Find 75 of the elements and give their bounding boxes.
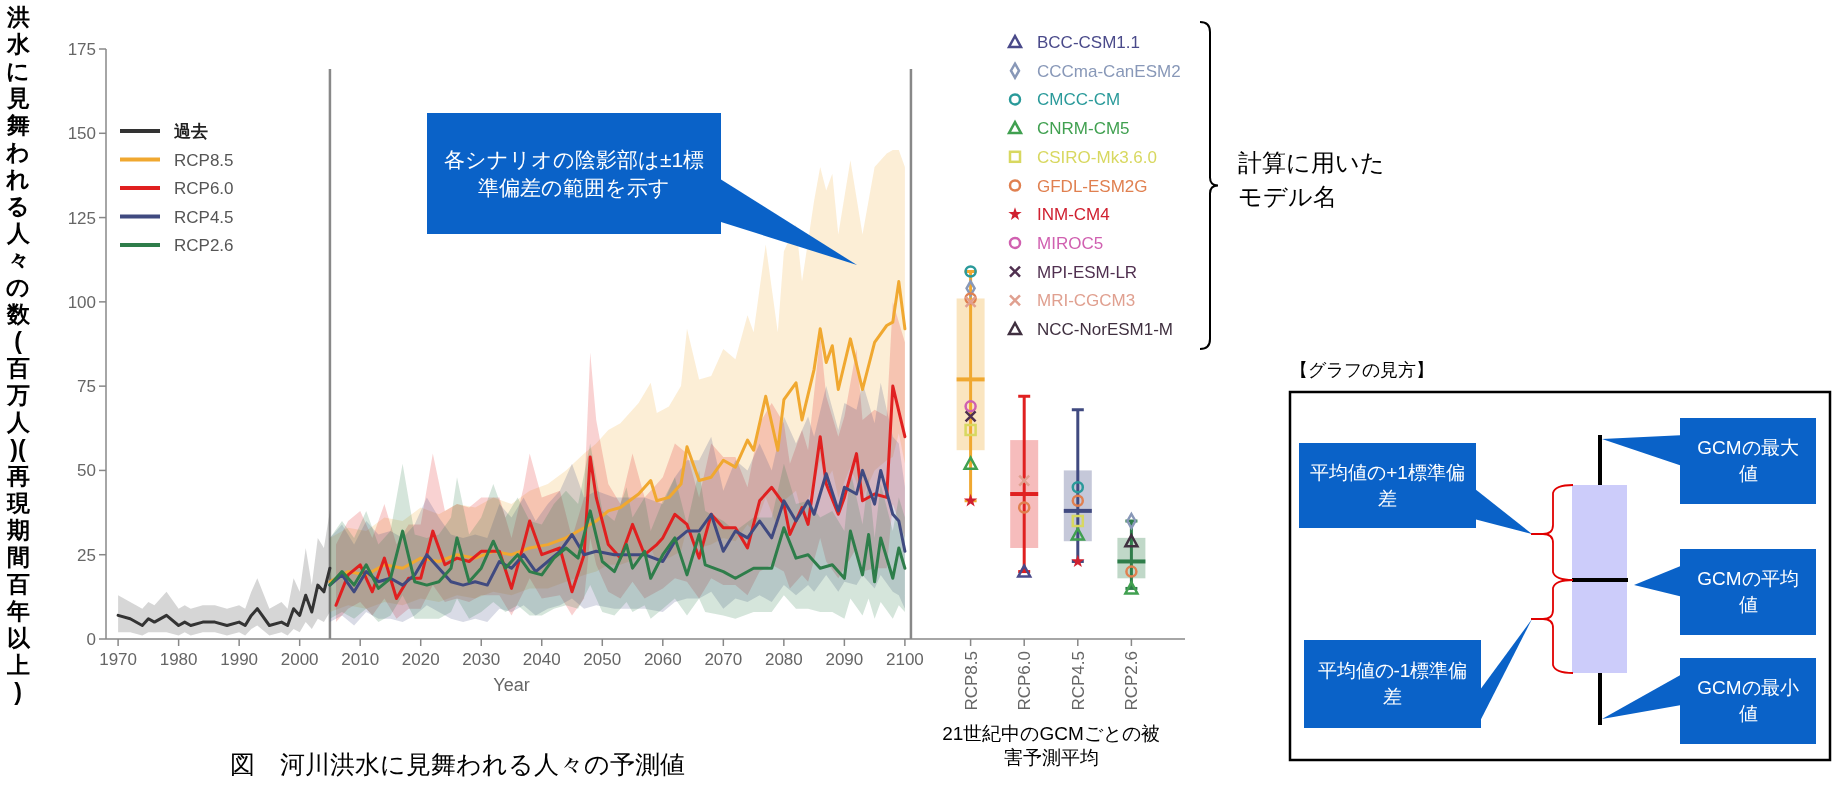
- text: 図 河川洪水に見舞われる人々の予測値: [230, 749, 685, 780]
- x-axis-title: 21世紀中のGCMごとの被害予測平均: [941, 722, 1161, 770]
- legend-label: RCP6.0: [174, 179, 234, 198]
- y-tick-label: 150: [67, 124, 96, 144]
- point: [964, 295, 977, 309]
- text: 平均値の+1標準偏差: [1299, 443, 1476, 528]
- point: [964, 265, 977, 278]
- x-tick-label: 2070: [704, 650, 743, 669]
- point: [1016, 564, 1032, 578]
- text: GCMの最小値: [1680, 658, 1816, 744]
- y-tick-label: 175: [67, 40, 96, 59]
- legend-label: BCC-CSM1.1: [1037, 33, 1140, 52]
- x-tick-label: 2010: [341, 650, 380, 669]
- y-tick-label: 125: [67, 208, 96, 228]
- point: [1070, 527, 1086, 541]
- line-series: [328, 509, 907, 590]
- y-tick-label: 75: [77, 377, 96, 397]
- y-tick-label: 0: [86, 630, 96, 649]
- legend-label: RCP8.5: [174, 150, 234, 170]
- x-tick-label: 2040: [522, 650, 561, 669]
- x-tick-label: 2020: [401, 650, 440, 669]
- legend-label: CNRM-CM5: [1037, 119, 1130, 139]
- legend-label: RCP4.5: [174, 207, 234, 227]
- text: 【グラフの見方】: [1290, 359, 1434, 382]
- point: [964, 400, 977, 413]
- text: 平均値の-1標準偏差: [1304, 640, 1481, 728]
- legend-label: CSIRO-Mk3.6.0: [1037, 147, 1157, 167]
- x-tick-label: RCP6.0: [1015, 651, 1035, 711]
- x-tick-label: 2100: [885, 650, 924, 669]
- x-tick-label: RCP2.6: [1122, 651, 1142, 711]
- x-tick-label: 2060: [643, 650, 682, 669]
- legend-label: 過去: [173, 122, 208, 141]
- x-axis-title: Year: [493, 675, 530, 695]
- x-tick-label: 1980: [159, 650, 198, 669]
- x-tick-label: 2090: [825, 650, 864, 669]
- legend-label: CCCma-CanESM2: [1037, 61, 1181, 81]
- annotation: 各シナリオの陰影部は±1標準偏差の範囲を示す: [427, 113, 721, 234]
- x-tick-label: 2030: [462, 650, 501, 669]
- legend-label: NCC-NorESM1-M: [1037, 320, 1173, 339]
- legend-label: MRI-CGCM3: [1037, 291, 1136, 311]
- line-series: [328, 280, 907, 584]
- x-tick-label: RCP8.5: [961, 651, 981, 711]
- point: [1071, 514, 1085, 528]
- x-tick-label: 2050: [583, 650, 622, 669]
- text: GCMの最大値: [1680, 418, 1816, 504]
- y-tick-label: 50: [77, 461, 96, 481]
- y-tick-label: 100: [67, 292, 96, 312]
- legend-label: INM-CM4: [1037, 205, 1110, 225]
- x-tick-label: RCP4.5: [1068, 651, 1088, 711]
- legend-label: MPI-ESM-LR: [1037, 262, 1138, 282]
- point: [964, 423, 977, 437]
- point: [1124, 533, 1139, 548]
- point: [1124, 581, 1139, 595]
- x-tick-label: 1990: [220, 650, 259, 669]
- text: GCMの平均値: [1680, 549, 1816, 635]
- y-tick-label: 25: [77, 545, 96, 565]
- x-tick-label: 2080: [764, 650, 803, 669]
- point: [964, 410, 977, 423]
- point: [963, 456, 978, 470]
- legend-label: GFDL-ESM2G: [1037, 176, 1148, 196]
- text: 洪水に見舞われる人々の数(百万人)(再現期間百年以上): [6, 4, 30, 705]
- point: [1071, 554, 1085, 568]
- point: [1017, 474, 1031, 487]
- x-tick-label: 1970: [99, 650, 138, 669]
- point: [1071, 481, 1085, 494]
- legend-label: CMCC-CM: [1037, 90, 1121, 110]
- legend-label: MIROC5: [1037, 233, 1104, 253]
- point: [1125, 565, 1138, 578]
- point: [1017, 501, 1031, 514]
- legend-title: 計算に用いたモデル名: [1238, 147, 1386, 212]
- point: [963, 493, 978, 507]
- legend-label: RCP2.6: [174, 236, 234, 255]
- x-tick-label: 2000: [280, 650, 319, 669]
- line-series: [116, 566, 332, 627]
- point: [1071, 494, 1085, 508]
